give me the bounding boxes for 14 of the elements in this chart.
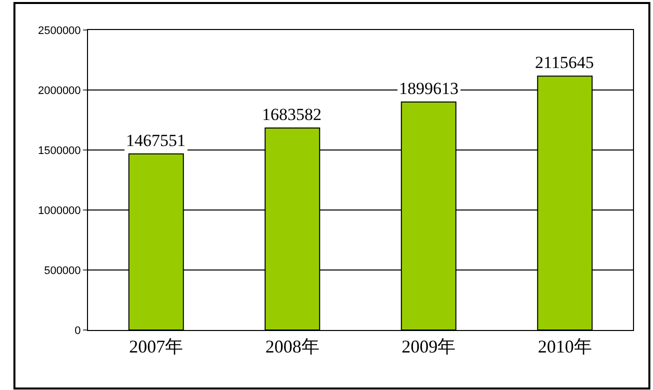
y-tick-label: 2000000 bbox=[38, 84, 81, 97]
y-tick-label: 2500000 bbox=[38, 24, 81, 37]
x-tick-label: 2010年 bbox=[538, 336, 592, 357]
y-tick-label: 500000 bbox=[44, 264, 81, 277]
data-label: 1899613 bbox=[399, 79, 458, 98]
data-label: 1467551 bbox=[126, 131, 186, 150]
y-tick-label: 1500000 bbox=[38, 144, 81, 157]
y-tick-label: 0 bbox=[74, 324, 81, 337]
x-tick-label: 2009年 bbox=[402, 336, 456, 357]
x-tick-label: 2007年 bbox=[129, 336, 184, 357]
x-tick-label: 2008年 bbox=[265, 336, 320, 357]
data-label: 2115645 bbox=[535, 53, 594, 72]
data-label: 1683582 bbox=[262, 105, 322, 124]
y-tick-label: 1000000 bbox=[38, 204, 81, 217]
